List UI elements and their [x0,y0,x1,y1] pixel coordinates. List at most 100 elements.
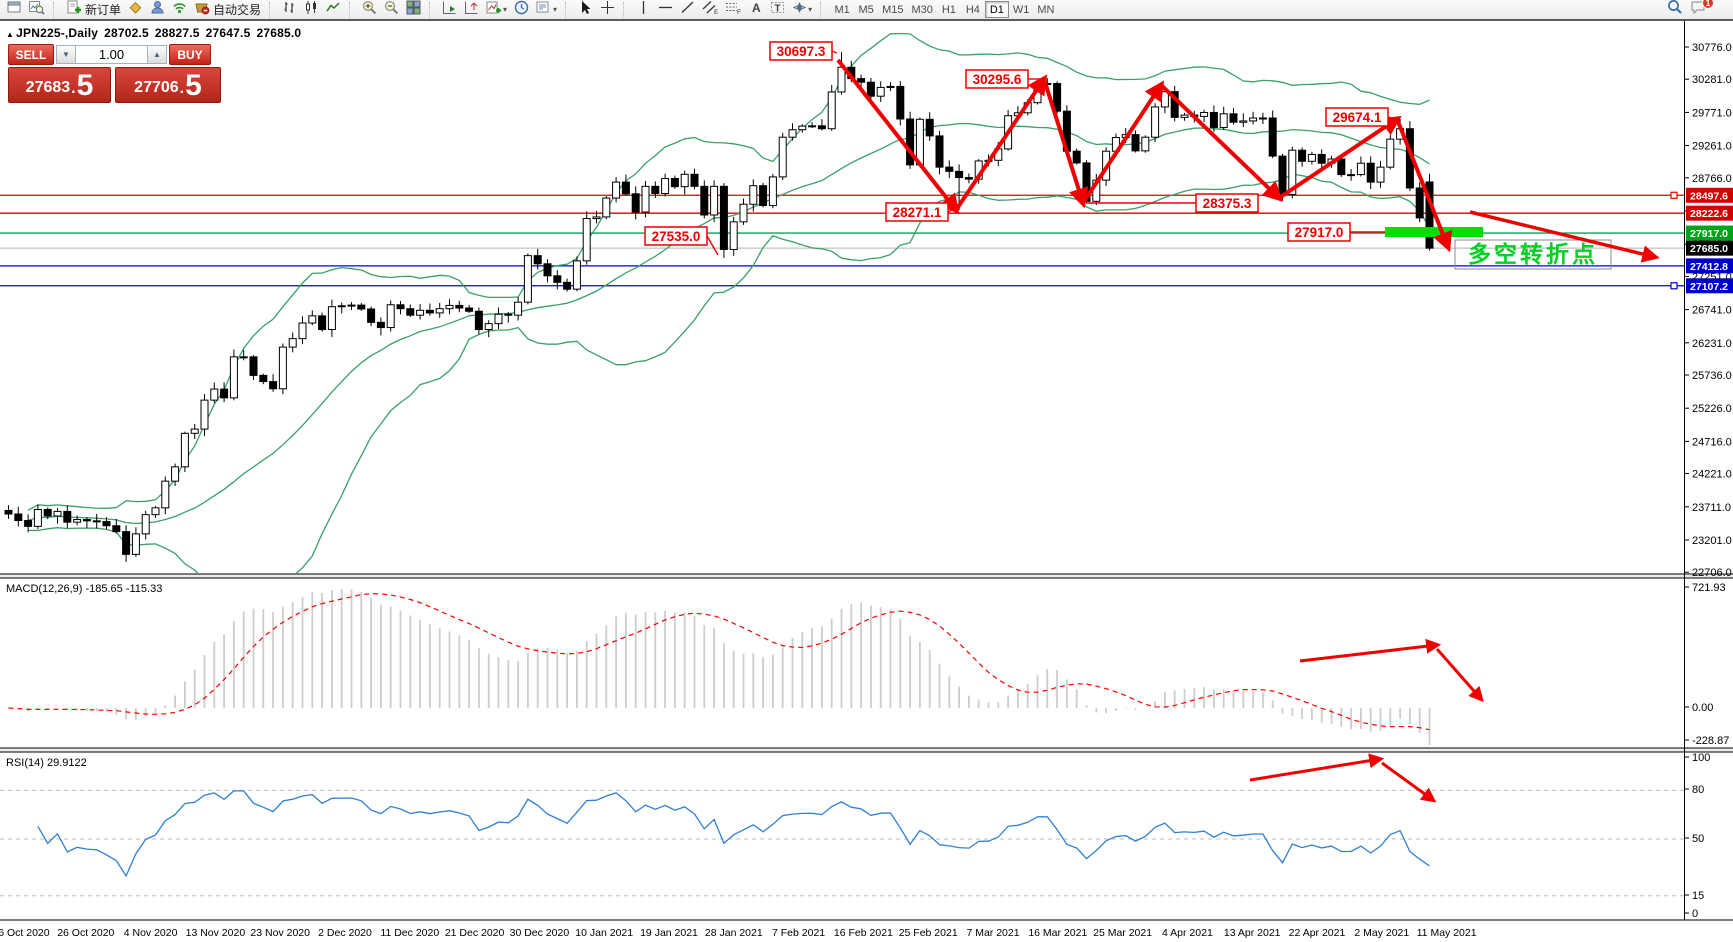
equidistant-channel-button[interactable]: E [699,0,721,19]
svg-text:25 Mar 2021: 25 Mar 2021 [1093,927,1152,939]
fibonacci-button[interactable]: F [722,0,744,19]
line-chart-button[interactable] [323,0,344,19]
symbol-marker-icon: ▲ [6,30,15,39]
timeframe-m30[interactable]: M30 [911,3,933,16]
new-order-button[interactable]: 新订单 [63,0,124,19]
svg-text:26231.0: 26231.0 [1692,338,1732,350]
svg-text:721.93: 721.93 [1692,582,1726,594]
text-label-icon: T [770,0,785,20]
zoom-out-button[interactable] [381,0,402,19]
new-chart-button[interactable] [4,0,25,19]
rsi-line [37,790,1430,878]
svg-text:25 Feb 2021: 25 Feb 2021 [899,927,958,939]
community-chat-button[interactable]: 1 [1687,0,1714,19]
periods-button[interactable] [511,0,532,19]
timeframe-m5[interactable]: M5 [858,3,874,16]
timeframe-w1[interactable]: W1 [1012,3,1030,16]
bar-chart-button[interactable] [279,0,300,19]
line-chart-icon [326,0,341,20]
volume-input[interactable] [76,45,147,64]
signals-button[interactable] [169,0,190,19]
volume-increase-button[interactable]: ▲ [147,45,167,64]
cursor-icon [578,0,593,20]
svg-text:24716.0: 24716.0 [1692,436,1732,448]
metaeditor-icon [128,0,143,20]
svg-text:28766.0: 28766.0 [1692,173,1732,185]
auto-scroll-button[interactable] [439,0,460,19]
svg-text:27917.0: 27917.0 [1295,225,1344,240]
pivot-label-box: 多空转折点 [1454,239,1612,270]
timeframe-h1[interactable]: H1 [941,3,956,16]
timeframe-m1[interactable]: M1 [834,3,850,16]
ohlc-high: 28827.5 [154,26,200,40]
crosshair-icon [600,0,615,20]
horizontal-line-button[interactable] [655,0,676,19]
expert-advisors-button[interactable] [147,0,168,19]
vertical-line-button[interactable] [633,0,654,19]
templates-button[interactable]: ▾ [533,0,560,19]
svg-text:4 Nov 2020: 4 Nov 2020 [124,927,178,939]
macd-signal-line [8,592,1430,731]
svg-text:11 May 2021: 11 May 2021 [1417,927,1477,939]
text-icon: A [748,0,763,20]
cursor-button[interactable] [575,0,596,19]
rsi-label: RSI(14) 29.9122 [6,757,87,769]
zoom-in-button[interactable] [359,0,380,19]
svg-text:50: 50 [1692,833,1704,845]
chevron-down-icon: ▾ [808,5,813,14]
separator [53,1,59,18]
search-button[interactable] [1664,0,1686,19]
main-toolbar: 新订单 自动交易 ▾ ▾ E F A T ▾ M1 [0,0,1733,21]
trendline-button[interactable] [677,0,698,19]
new-order-icon [66,0,82,20]
buy-price[interactable]: 27706. 5 [115,67,221,103]
crosshair-button[interactable] [597,0,618,19]
macd-panel: MACD(12,26,9) -185.65 -115.33 721.93 0.00 -… [6,582,1729,747]
shapes-icon [792,0,807,20]
svg-text:23201.0: 23201.0 [1692,535,1732,547]
svg-text:24221.0: 24221.0 [1692,469,1732,481]
add-indicator-button[interactable]: ▾ [483,0,510,19]
autotrading-button[interactable]: 自动交易 [191,0,264,19]
signal-icon [172,0,187,20]
sell-button[interactable]: SELL [8,44,54,65]
channel-icon: E [702,0,719,20]
svg-text:11 Dec 2020: 11 Dec 2020 [380,927,439,939]
svg-text:16 Feb 2021: 16 Feb 2021 [834,927,893,939]
chart-title: ▲ JPN225-,Daily 28702.5 28827.5 27647.5 27685… [6,26,307,40]
clock-icon [514,0,529,20]
volume-decrease-button[interactable]: ▼ [56,45,76,64]
profiles-button[interactable] [26,0,48,19]
timeframe-m15[interactable]: M15 [882,3,904,16]
timeframe-group: M1 M5 M15 M30 H1 H4 D1 W1 MN [830,1,1058,18]
text-button[interactable]: A [745,0,766,19]
tile-windows-button[interactable] [403,0,424,19]
trend-arrows [836,58,1660,263]
timeframe-mn[interactable]: MN [1037,3,1055,16]
separator [623,1,629,18]
svg-text:25226.0: 25226.0 [1692,403,1732,415]
svg-text:25736.0: 25736.0 [1692,370,1732,382]
arrows-button[interactable]: ▾ [789,0,815,19]
sell-price[interactable]: 27683. 5 [8,67,111,103]
timeframe-d1[interactable]: D1 [984,1,1009,18]
search-icon [1667,0,1683,20]
text-label-button[interactable]: T [767,0,788,19]
price-axis: 30776.030281.029771.029261.028766.028256… [1684,42,1733,579]
bars-icon [282,0,297,20]
horizontal-lines[interactable] [0,191,1684,290]
candlestick-button[interactable] [301,0,322,19]
ohlc-close: 27685.0 [256,26,302,40]
pivot-highlight-bar [1385,227,1483,237]
svg-text:4 Apr 2021: 4 Apr 2021 [1162,927,1213,939]
metaeditor-button[interactable] [125,0,146,19]
svg-text:80: 80 [1692,784,1704,796]
separator [820,1,826,18]
date-axis: 16 Oct 2020 26 Oct 2020 4 Nov 2020 13 Nov 2… [0,927,1477,939]
buy-button[interactable]: BUY [169,44,211,65]
svg-text:16 Oct 2020: 16 Oct 2020 [0,927,50,939]
chart-shift-button[interactable] [461,0,482,19]
timeframe-h4[interactable]: H4 [965,3,980,16]
